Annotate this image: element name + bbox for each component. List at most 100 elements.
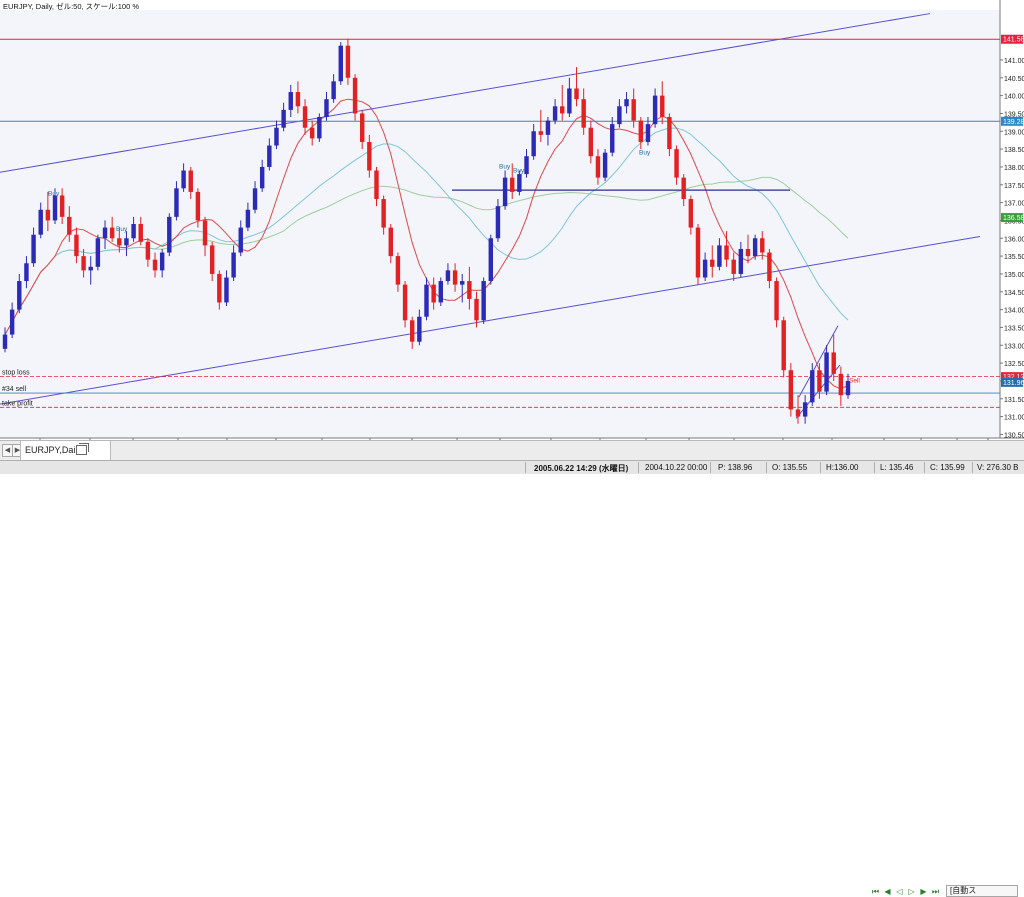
price-label-text: 141.58	[1003, 37, 1024, 44]
y-tick-label: 131.50	[1004, 397, 1024, 404]
candle-body	[324, 99, 329, 117]
candle-body	[760, 238, 765, 253]
candle-body	[209, 245, 215, 274]
candle-body	[767, 252, 772, 282]
candle-body	[845, 380, 851, 396]
candle-body	[660, 95, 665, 117]
candle-body	[674, 149, 679, 178]
y-tick-label: 141.00	[1004, 58, 1024, 65]
candle-body	[159, 252, 165, 271]
order-line-label: take profit	[2, 400, 33, 407]
candle-body	[331, 81, 336, 100]
candle-body	[259, 166, 265, 189]
candle-body	[131, 224, 136, 239]
candle-body	[338, 45, 343, 82]
candle-body	[524, 156, 529, 175]
candle-body	[59, 195, 65, 217]
previous-bar-icon[interactable]: ◁	[896, 887, 903, 896]
candle-body	[238, 227, 243, 253]
restore-window-icon[interactable]	[76, 443, 89, 455]
trendline-upper	[0, 13, 931, 173]
price-chart[interactable]: EURJPY, Daily, ゼル:50, スケール:100 % 141.00 14…	[0, 0, 1024, 474]
tab-eurjpy-daily[interactable]: EURJPY,Daily	[20, 441, 111, 460]
candle-body	[317, 117, 322, 139]
candle-body	[281, 109, 286, 128]
candle-body	[595, 156, 601, 178]
candle-body	[45, 209, 51, 221]
y-tick-label: 133.00	[1004, 343, 1024, 350]
y-tick-label: 137.00	[1004, 201, 1024, 208]
price-label-text: 131.96	[1003, 380, 1024, 387]
trade-marker-label: Buy	[48, 190, 60, 197]
candle-body	[460, 281, 465, 285]
previous-page-icon[interactable]: ◀	[884, 887, 891, 896]
candle-body	[88, 266, 93, 271]
candle-body	[474, 298, 479, 321]
candle-body	[488, 238, 494, 282]
y-tick-label: 136.00	[1004, 236, 1024, 243]
y-tick-label: 134.50	[1004, 290, 1024, 297]
candle-body	[681, 177, 686, 200]
candle-body	[395, 256, 401, 285]
candle-body	[181, 170, 186, 189]
candle-body	[710, 259, 715, 267]
candle-body	[252, 188, 258, 210]
candle-body	[631, 99, 636, 121]
autoscroll-button[interactable]: [自動ス	[946, 885, 1018, 897]
candle-body	[574, 88, 579, 100]
candle-body	[774, 281, 779, 321]
candle-body	[738, 248, 744, 274]
candle-body	[38, 209, 43, 235]
chart-title: EURJPY, Daily, ゼル:50, スケール:100 %	[3, 1, 139, 11]
candle-body	[17, 281, 22, 310]
y-tick-label: 135.00	[1004, 272, 1024, 279]
status-open: O: 135.55	[772, 463, 808, 472]
candle-body	[502, 177, 508, 207]
candle-body	[202, 220, 208, 246]
chart-canvas[interactable]: EURJPY, Daily, ゼル:50, スケール:100 % 141.00 14…	[0, 0, 1024, 440]
candle-body	[9, 309, 15, 335]
trendline-short-upper	[798, 325, 839, 398]
candle-body	[345, 45, 351, 78]
last-bar-icon[interactable]: ⏭	[931, 887, 940, 896]
status-close: C: 135.99	[930, 463, 965, 472]
status-low: L: 135.46	[880, 463, 914, 472]
candle-body	[231, 252, 236, 278]
next-page-icon[interactable]: ▶	[920, 887, 927, 896]
candle-body	[824, 352, 829, 392]
candle-body	[724, 245, 729, 260]
candle-body	[352, 77, 358, 114]
candle-body	[52, 195, 58, 221]
trade-marker-label: Sell	[849, 378, 860, 385]
order-line-label: #34 sell	[2, 386, 27, 393]
candle-body	[688, 199, 694, 228]
candle-body	[274, 127, 279, 146]
candle-body	[517, 174, 522, 192]
candle-body	[424, 284, 429, 317]
candle-body	[302, 106, 308, 128]
next-bar-icon[interactable]: ▷	[908, 887, 915, 896]
y-tick-label: 132.50	[1004, 361, 1024, 368]
candle-body	[2, 334, 8, 349]
candle-body	[388, 227, 393, 257]
status-time-field: 2004.10.22 00:00	[645, 463, 708, 472]
candle-body	[152, 259, 158, 271]
candle-body	[717, 245, 722, 267]
candle-body	[374, 170, 379, 200]
candle-body	[567, 88, 572, 114]
status-bar: 2005.06.22 14:29 (水曜日) 2004.10.22 00:00 …	[0, 460, 1024, 474]
candle-body	[610, 124, 615, 153]
price-label-text: 139.28	[1003, 119, 1024, 126]
candle-body	[702, 259, 708, 278]
y-tick-label: 130.50	[1004, 432, 1024, 439]
candle-body	[560, 106, 565, 114]
candle-body	[167, 216, 172, 253]
candle-body	[188, 170, 193, 192]
candle-body	[467, 281, 472, 299]
candle-body	[638, 120, 644, 142]
candle-body	[817, 370, 822, 392]
candle-body	[109, 227, 115, 239]
status-volume: V: 276.30 B	[977, 463, 1019, 472]
trade-marker-label: Buy	[116, 226, 128, 233]
first-bar-icon[interactable]: ⏮	[871, 887, 880, 896]
